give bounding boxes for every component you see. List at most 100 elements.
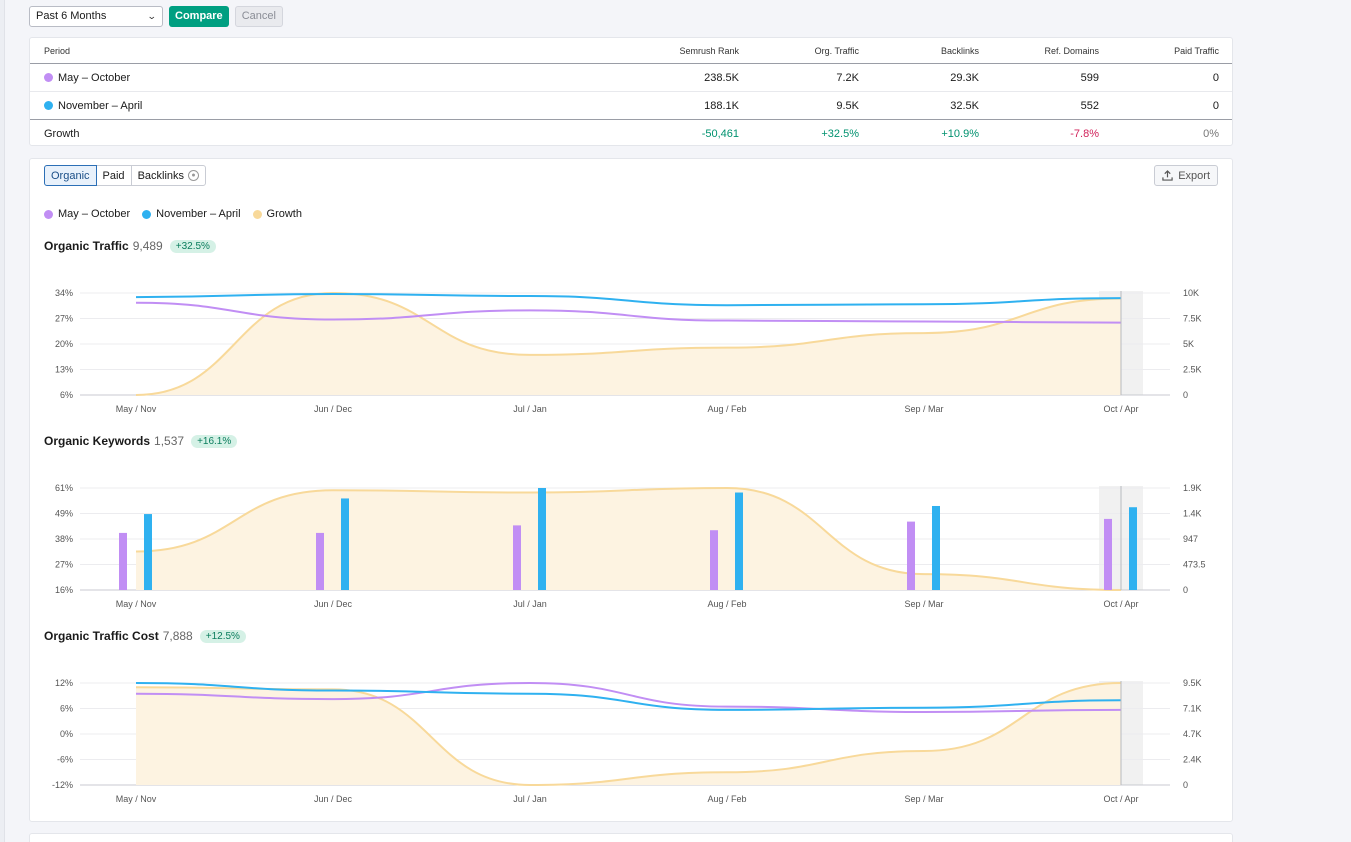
table-row: May – October 238.5K 7.2K 29.3K 599 0: [30, 64, 1232, 92]
right-tick-label: 5K: [1183, 339, 1194, 349]
chart-badge: +16.1%: [191, 434, 238, 448]
x-tick-label: Aug / Feb: [707, 404, 746, 414]
left-tick-label: 6%: [60, 704, 73, 714]
organic-traffic-cost-chart: 12% 9.5K 6% 7.1K 0% 4.7K -6% 2.4K -12% 0 May / Nov…: [52, 678, 1202, 804]
growth-org-traffic: +32.5%: [821, 128, 859, 140]
bar-may-oct: [710, 530, 718, 590]
legend-dot: [252, 209, 262, 219]
legend-label: November – April: [156, 208, 241, 220]
right-tick-label: 0: [1183, 390, 1188, 400]
right-tick-label: 9.5K: [1183, 678, 1202, 688]
bar-nov-apr: [735, 492, 743, 590]
bar-nov-apr: [144, 514, 152, 590]
legend-dot: [44, 209, 53, 219]
x-tick-label: Sep / Mar: [904, 599, 943, 609]
next-panel: [29, 833, 1233, 842]
x-tick-label: Jun / Dec: [314, 404, 353, 414]
header-org-traffic[interactable]: Org. Traffic: [814, 45, 859, 56]
cell-semrush-rank: 238.5K: [704, 71, 739, 84]
x-tick-label: Aug / Feb: [707, 794, 746, 804]
left-tick-label: 27%: [55, 560, 73, 570]
right-tick-label: 2.4K: [1183, 755, 1202, 765]
left-tick-label: 34%: [55, 288, 73, 298]
cell-backlinks: 32.5K: [950, 99, 979, 112]
growth-row: Growth -50,461 +32.5% +10.9% -7.8% 0%: [30, 120, 1232, 148]
chart-title: Organic Traffic: [44, 239, 129, 253]
legend-item-growth[interactable]: Growth: [252, 208, 302, 220]
x-tick-label: Jun / Dec: [314, 794, 353, 804]
growth-paid-traffic: 0%: [1203, 128, 1219, 140]
left-tick-label: 0%: [60, 729, 73, 739]
upload-icon: [1162, 170, 1173, 181]
cell-org-traffic: 7.2K: [836, 71, 859, 84]
left-tick-label: 38%: [55, 534, 73, 544]
bar-nov-apr: [1129, 507, 1137, 590]
x-tick-label: May / Nov: [116, 599, 157, 609]
x-tick-label: Jun / Dec: [314, 599, 353, 609]
table-row: November – April 188.1K 9.5K 32.5K 552 0: [30, 92, 1232, 120]
left-tick-label: 13%: [55, 365, 73, 375]
bar-nov-apr: [538, 488, 546, 590]
bar-nov-apr: [341, 498, 349, 590]
growth-line: [135, 291, 1122, 396]
comparison-toolbar: Past 6 Months ⌄ Compare Cancel: [29, 5, 283, 27]
line-nov-apr: [135, 293, 1122, 307]
export-button[interactable]: Export: [1154, 165, 1218, 186]
tab-backlinks[interactable]: Backlinks ●: [130, 165, 207, 186]
x-tick-label: Sep / Mar: [904, 794, 943, 804]
right-tick-label: 947: [1183, 534, 1198, 544]
header-period: Period: [44, 45, 71, 56]
row-period: May – October: [58, 71, 131, 84]
header-ref-domains[interactable]: Ref. Domains: [1044, 45, 1099, 56]
right-tick-label: 7.1K: [1183, 704, 1202, 714]
tab-organic[interactable]: Organic: [44, 165, 97, 186]
chevron-down-icon: ⌄: [147, 10, 158, 21]
legend-dot: [142, 209, 152, 219]
header-semrush-rank[interactable]: Semrush Rank: [679, 45, 739, 56]
growth-semrush-rank: -50,461: [701, 128, 739, 140]
right-tick-label: 1.9K: [1183, 483, 1202, 493]
chart-title: Organic Keywords: [44, 434, 151, 448]
bar-may-oct: [316, 532, 324, 590]
legend-item-nov-apr[interactable]: November – April: [142, 208, 241, 220]
bar-may-oct: [1104, 518, 1112, 590]
left-tick-label: 12%: [55, 678, 73, 688]
cell-ref-domains: 599: [1080, 71, 1099, 84]
left-tick-label: 6%: [60, 390, 73, 400]
right-tick-label: 10K: [1183, 288, 1199, 298]
tab-backlinks-label: Backlinks: [137, 169, 185, 182]
compare-button[interactable]: Compare: [169, 5, 229, 27]
x-tick-label: Jul / Jan: [513, 794, 547, 804]
header-paid-traffic[interactable]: Paid Traffic: [1174, 45, 1219, 56]
chart-title-organic-keywords: Organic Keywords 1,537 +16.1%: [44, 434, 238, 448]
right-tick-label: 0: [1183, 780, 1188, 790]
series-dot: [44, 73, 53, 82]
row-period: November – April: [58, 99, 143, 112]
cancel-button[interactable]: Cancel: [234, 5, 283, 27]
x-tick-label: Aug / Feb: [707, 599, 746, 609]
x-tick-label: Jul / Jan: [513, 599, 547, 609]
legend-item-may-oct[interactable]: May – October: [44, 208, 130, 220]
left-tick-label: 16%: [55, 585, 73, 595]
bar-may-oct: [907, 521, 915, 590]
right-tick-label: 0: [1183, 585, 1188, 595]
chart-badge: +12.5%: [199, 629, 246, 643]
line-may-oct: [135, 681, 1122, 713]
header-backlinks[interactable]: Backlinks: [940, 45, 979, 56]
organic-keywords-chart: 61% 1.9K 49% 1.4K 38% 947 27% 473.5 16% 0 May / No…: [55, 483, 1206, 609]
tab-paid[interactable]: Paid: [95, 165, 132, 186]
x-tick-label: Oct / Apr: [1103, 599, 1138, 609]
chart-badge: +32.5%: [169, 239, 216, 253]
right-tick-label: 4.7K: [1183, 729, 1202, 739]
cell-ref-domains: 552: [1080, 99, 1099, 112]
right-tick-label: 7.5K: [1183, 314, 1202, 324]
growth-area: [136, 488, 1121, 590]
left-tick-label: 27%: [55, 314, 73, 324]
bar-nov-apr: [932, 505, 940, 590]
left-edge: [0, 0, 5, 842]
period-select[interactable]: Past 6 Months ⌄: [29, 5, 163, 27]
left-tick-label: 20%: [55, 339, 73, 349]
legend-label: May – October: [58, 208, 131, 220]
legend-label: Growth: [266, 208, 302, 220]
bar-may-oct: [119, 532, 127, 590]
